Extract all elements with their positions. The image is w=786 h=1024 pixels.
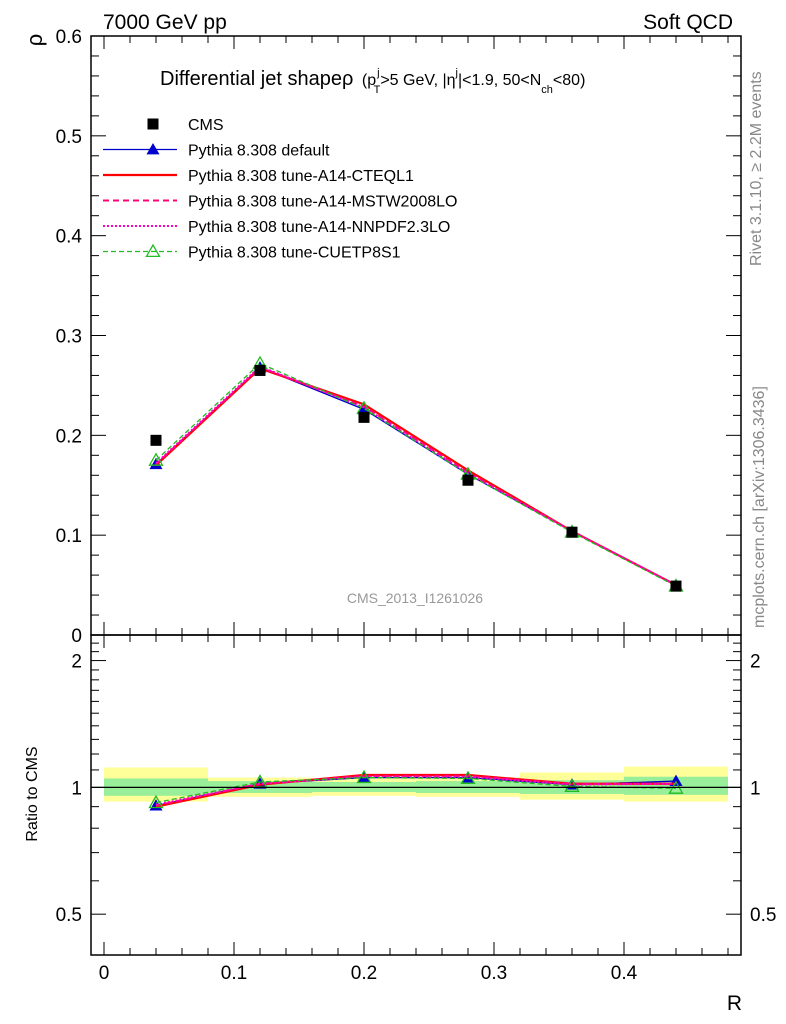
y-tick-label-0: 0 (71, 626, 82, 647)
ratio-panel-frame: 0 0.1 0.2 0.3 0.4 0.5 0.5 1 1 2 2 (56, 634, 776, 984)
ratio-line-cuetp8s1 (155, 776, 677, 804)
ratio-tick-label-right-1: 1 (750, 778, 761, 799)
series-line-cteql1 (155, 367, 677, 587)
legend-marker-cuetp8s1 (145, 243, 161, 258)
series-point-cuetp8s1-0 (148, 452, 164, 466)
x-tick-label-4: 0.4 (611, 963, 638, 984)
x-tick-label-2: 0.2 (351, 963, 377, 984)
y-axis-label: ρ (22, 34, 47, 47)
y-tick-label-6: 0.6 (56, 27, 82, 48)
legend-label-nnpdf: Pythia 8.308 tune-A14-NNPDF2.3LO (188, 219, 450, 236)
main-series-lines (148, 355, 684, 592)
legend-label-cuetp8s1: Pythia 8.308 tune-CUETP8S1 (188, 245, 401, 262)
x-axis-label: R (727, 992, 742, 1015)
analysis-id: CMS_2013_I1261026 (347, 590, 483, 606)
y-tick-label-3: 0.3 (56, 327, 82, 348)
title-pt-cut: >5 GeV, |η (380, 72, 455, 89)
ratio-line-mstw (155, 774, 676, 807)
title-eta-cut: |<1.9, 50<N (458, 72, 541, 89)
legend-marker-cms (147, 118, 159, 130)
series-point-default-2 (357, 402, 371, 415)
title-cut-close: <80) (553, 72, 585, 89)
legend-label-cms: CMS (188, 117, 224, 134)
x-tick-label-0: 0 (99, 963, 110, 984)
legend-label-default: Pythia 8.308 default (188, 143, 330, 160)
title-eta-sup: j (455, 67, 458, 79)
ratio-point-cuetp8s1-0 (148, 794, 164, 809)
series-line-cuetp8s1 (155, 362, 677, 587)
header-energy: 7000 GeV pp (103, 11, 227, 34)
ratio-point-cuetp8s1-2 (356, 769, 372, 784)
ratio-tick-label-right-0: 0.5 (750, 905, 776, 926)
title-cut-open: (p (362, 72, 376, 89)
x-tick-label-1: 0.1 (221, 963, 247, 984)
y-tick-label-1: 0.1 (56, 526, 82, 547)
cms-point-3 (462, 474, 474, 486)
y-tick-label-2: 0.2 (56, 426, 82, 447)
title-nch-sub: ch (541, 84, 553, 96)
y-tick-label-5: 0.5 (56, 127, 82, 148)
main-panel-frame: 0 0.1 0.2 0.3 0.4 0.5 0.6 (56, 27, 742, 647)
header-category: Soft QCD (643, 11, 733, 34)
legend: CMS Pythia 8.308 default Pythia 8.308 tune… (103, 117, 457, 262)
legend-label-cteql1: Pythia 8.308 tune-A14-CTEQL1 (188, 168, 414, 185)
ratio-tick-label-left-1: 1 (71, 778, 82, 799)
x-tick-label-3: 0.3 (481, 963, 507, 984)
legend-label-mstw: Pythia 8.308 tune-A14-MSTW2008LO (188, 194, 457, 211)
ratio-point-cuetp8s1-4 (564, 778, 580, 792)
ratio-tick-label-left-0: 0.5 (56, 905, 82, 926)
y-tick-label-4: 0.4 (56, 227, 83, 248)
ratio-series-lines (91, 769, 741, 811)
series-line-nnpdf (155, 365, 677, 586)
rivet-label: Rivet 3.1.10, ≥ 2.2M events (748, 71, 765, 266)
ratio-tick-label-right-2: 2 (750, 652, 761, 673)
title-pt-sup: j (376, 67, 379, 79)
title-pt-sub: T (374, 84, 381, 96)
series-line-default (155, 366, 677, 586)
cms-point-4 (566, 526, 578, 538)
ratio-tick-label-left-2: 2 (71, 652, 82, 673)
title-main: Differential jet shapeρ (160, 68, 353, 90)
cms-point-2 (358, 411, 370, 423)
ratio-axis-label: Ratio to CMS (24, 746, 41, 841)
cms-point-0 (150, 434, 162, 446)
legend-marker-default (146, 143, 160, 155)
series-line-mstw (155, 366, 677, 586)
plot-title: Differential jet shapeρ (pj T>5 GeV, |ηj|… (160, 67, 585, 96)
cms-point-5 (670, 580, 682, 592)
ratio-point-cuetp8s1-3 (460, 770, 476, 784)
cms-point-1 (254, 364, 266, 376)
mcplots-label: mcplots.cern.ch [arXiv:1306.3436] (751, 386, 768, 628)
